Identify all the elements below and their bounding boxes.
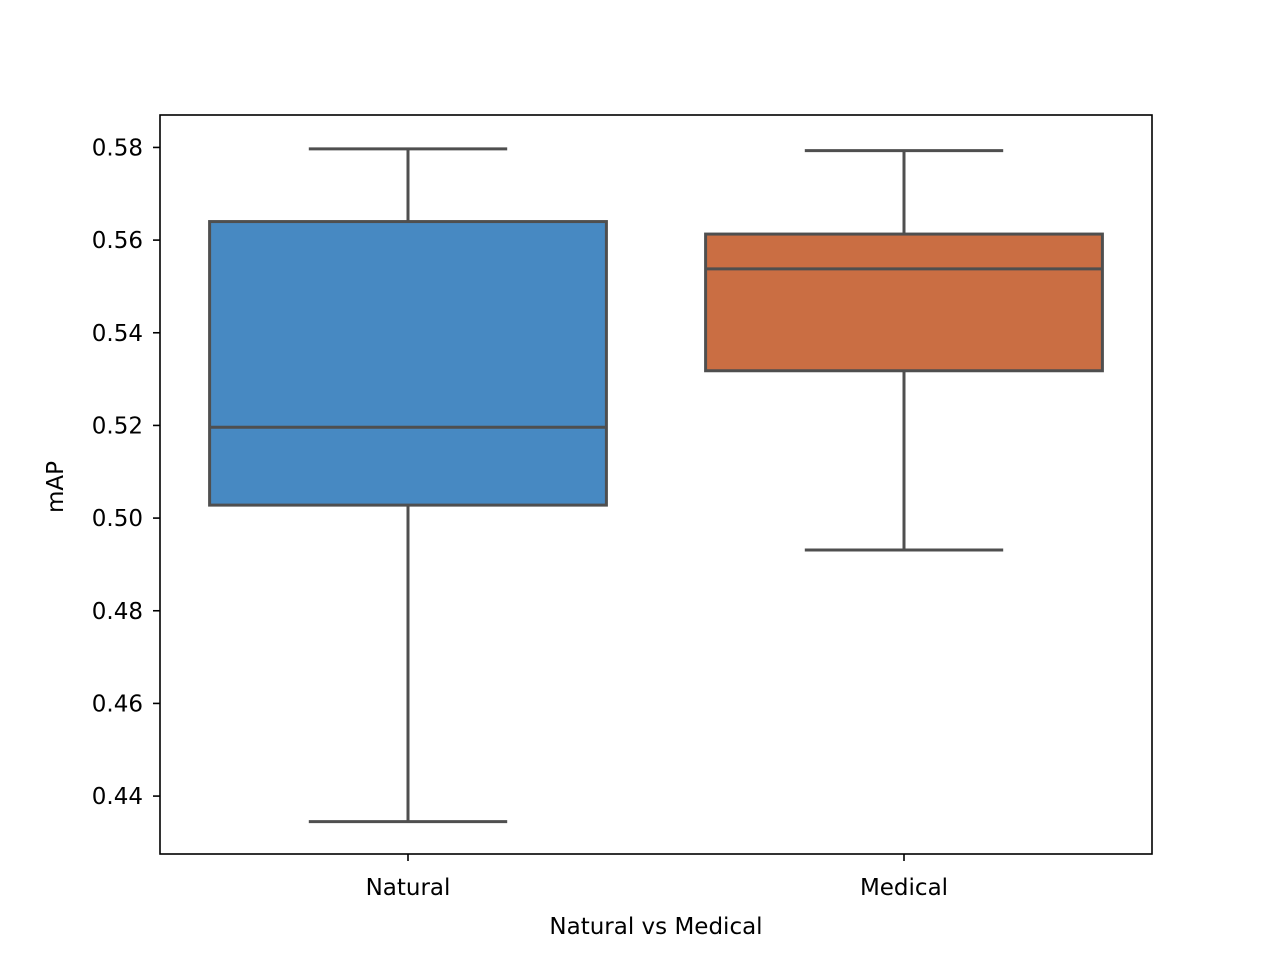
iqr-box-medical (704, 232, 1104, 373)
y-axis: 0.44 0.46 0.48 0.50 0.52 0.54 0.56 0.58 (92, 135, 160, 810)
x-axis: Natural Medical (366, 854, 948, 901)
y-axis-label: mAP (43, 461, 69, 513)
x-tick-label-natural: Natural (366, 875, 451, 901)
y-tick-label: 0.44 (92, 784, 143, 810)
y-tick-label: 0.54 (92, 321, 143, 347)
x-axis-label: Natural vs Medical (549, 914, 762, 940)
y-tick-label: 0.46 (92, 691, 143, 717)
plot-area (208, 147, 1104, 824)
y-tick-label: 0.48 (92, 599, 143, 625)
y-tick-label: 0.52 (92, 413, 143, 439)
iqr-box-natural (208, 220, 608, 507)
y-tick-label: 0.56 (92, 228, 143, 254)
y-tick-label: 0.58 (92, 135, 143, 161)
axes-frame (159, 114, 1153, 855)
x-tick-label-medical: Medical (860, 875, 948, 901)
box-natural (208, 147, 608, 824)
box-medical (704, 149, 1104, 552)
y-tick-label: 0.50 (92, 506, 143, 532)
